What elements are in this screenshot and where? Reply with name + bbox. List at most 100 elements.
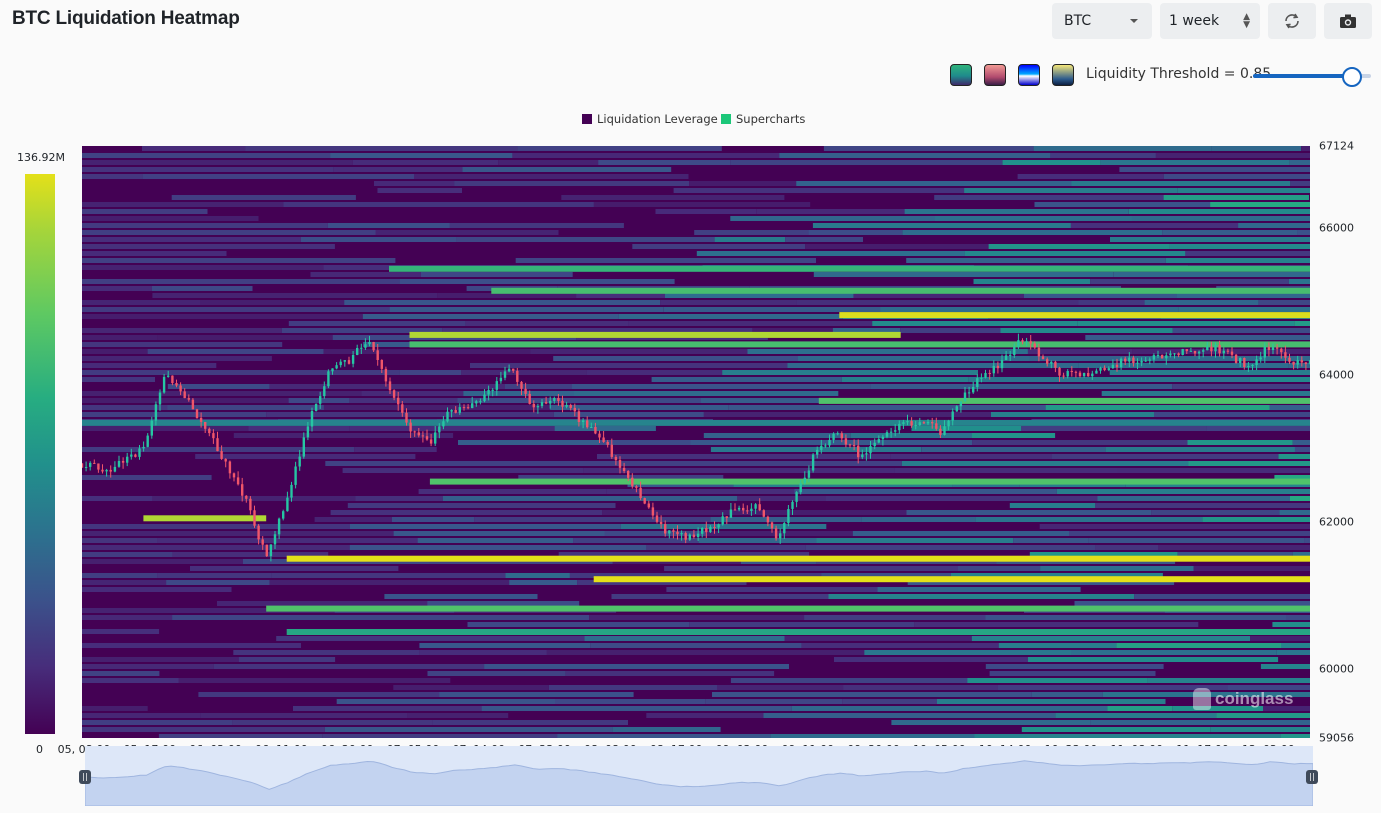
heatmap-cell	[82, 153, 331, 158]
heatmap-cell	[561, 195, 785, 200]
candle-body	[1136, 362, 1139, 364]
candle-body	[865, 453, 868, 455]
heatmap-cell	[791, 706, 1108, 711]
threshold-slider-track[interactable]	[1253, 74, 1371, 78]
heatmap-plot[interactable]	[82, 146, 1310, 738]
heatmap-cell	[747, 349, 1028, 354]
candle-body	[955, 406, 958, 412]
heatmap-cell	[82, 342, 283, 347]
candle-body	[1267, 346, 1271, 350]
candle-body	[939, 428, 942, 435]
heatmap-cell	[269, 580, 510, 585]
heatmap-cell	[586, 370, 723, 375]
heatmap-cell	[82, 363, 217, 368]
heatmap-cell	[1090, 279, 1289, 284]
heatmap-cell	[655, 209, 757, 214]
heatmap-cell	[576, 293, 665, 298]
candle-body	[869, 446, 872, 454]
candle-body	[532, 404, 535, 408]
heatmap-cell	[717, 685, 844, 690]
palette-pink-button[interactable]	[984, 64, 1006, 86]
heatmap-cell	[813, 272, 1114, 277]
heatmap-cell	[841, 377, 969, 382]
candle-body	[967, 392, 971, 394]
heatmap-cell	[828, 594, 1135, 599]
legend-label: Supercharts	[736, 112, 806, 126]
heatmap-cell	[82, 314, 363, 319]
legend-item-supercharts[interactable]: Supercharts	[721, 112, 805, 126]
heatmap-cell	[1039, 524, 1310, 529]
candle-body	[257, 525, 260, 540]
palette-viridis-button[interactable]	[950, 64, 972, 86]
candle-body	[750, 508, 753, 511]
heatmap-cell	[1297, 230, 1310, 235]
heatmap-cell	[82, 531, 394, 536]
candle-body	[458, 407, 461, 413]
heatmap-cell	[796, 300, 1079, 305]
heatmap-cell	[82, 657, 239, 662]
candle-body	[347, 360, 351, 364]
candle-body	[848, 444, 852, 446]
heatmap-cell	[870, 384, 1173, 389]
y-tick-label: 67124	[1319, 139, 1354, 153]
heatmap-cell	[553, 356, 798, 361]
candle-body	[401, 404, 404, 413]
candle-body	[1263, 346, 1266, 358]
heatmap-cell	[812, 223, 1071, 228]
candle-body	[512, 368, 515, 371]
candle-body	[836, 433, 839, 435]
heatmap-cell	[998, 643, 1117, 648]
heatmap-cell	[1134, 594, 1310, 599]
refresh-button[interactable]	[1268, 3, 1316, 39]
heatmap-cell	[349, 398, 458, 403]
palette-blue-button[interactable]	[1018, 64, 1040, 86]
navigator-left-handle[interactable]: ||	[79, 770, 91, 784]
heatmap-cell	[937, 699, 1166, 704]
candle-body	[573, 407, 576, 412]
legend-item-liquidation-leverage[interactable]: Liquidation Leverage	[582, 112, 718, 126]
candle-body	[668, 530, 671, 534]
heatmap-cell	[1033, 146, 1212, 151]
candle-body	[1004, 355, 1008, 360]
heatmap-cell	[632, 244, 806, 249]
candle-body	[524, 388, 527, 394]
symbol-select[interactable]: BTC	[1052, 3, 1152, 39]
candle-body	[1165, 355, 1168, 359]
heatmap-cell	[730, 160, 1003, 165]
liquidation-level	[429, 478, 1310, 485]
candle-body	[528, 393, 531, 404]
heatmap-cell	[1119, 167, 1310, 172]
candle-body	[507, 368, 511, 372]
candle-body	[713, 527, 716, 528]
palette-gold-button[interactable]	[1052, 64, 1074, 86]
heatmap-cell	[352, 160, 499, 165]
navigator-right-handle[interactable]: ||	[1306, 770, 1318, 784]
range-navigator[interactable]	[84, 746, 1314, 807]
heatmap-cell	[1163, 174, 1310, 179]
candle-body	[729, 509, 733, 518]
heatmap-cell	[964, 251, 1186, 256]
candle-body	[319, 396, 322, 404]
heatmap-cell	[842, 699, 937, 704]
heatmap-cell	[198, 692, 440, 697]
heatmap-cell	[787, 363, 1079, 368]
heatmap-cell	[458, 440, 600, 445]
range-select[interactable]: 1 week ▲ ▼	[1160, 3, 1260, 39]
screenshot-button[interactable]	[1324, 3, 1372, 39]
heatmap-cell	[921, 447, 1106, 452]
heatmap-cell	[805, 244, 989, 249]
candle-body	[1103, 367, 1106, 371]
threshold-slider-knob[interactable]	[1342, 67, 1362, 87]
candle-body	[959, 401, 963, 407]
candle-body	[787, 509, 790, 524]
heatmap-cell	[323, 349, 531, 354]
heatmap-cell	[1107, 706, 1173, 711]
heatmap-cell	[1017, 174, 1164, 179]
heatmap-cell	[606, 489, 795, 494]
heatmap-cell	[951, 573, 1163, 578]
heatmap-cell	[902, 230, 1163, 235]
candle-body	[894, 430, 897, 432]
watermark-text: coinglass	[1215, 689, 1294, 708]
candle-body	[314, 403, 318, 411]
heatmap-cell	[1280, 734, 1310, 738]
